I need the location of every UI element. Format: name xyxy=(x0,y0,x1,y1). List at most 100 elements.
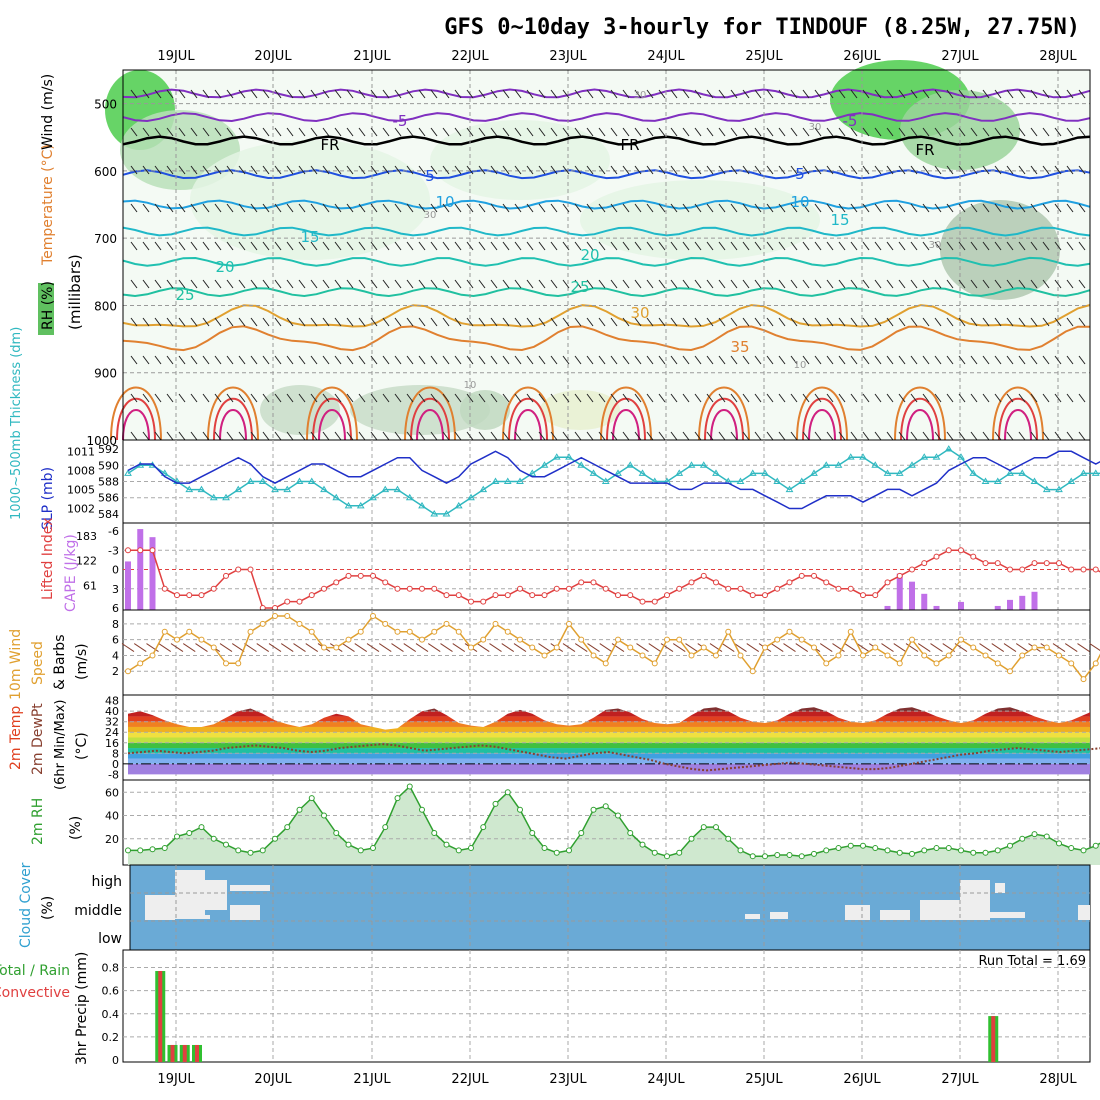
wind-barb xyxy=(790,393,798,403)
wind-barb xyxy=(226,165,234,175)
wind-barb xyxy=(610,89,618,99)
wind-barb xyxy=(178,279,186,289)
wind-barb xyxy=(574,431,582,441)
rh2m-point xyxy=(945,845,952,852)
wind-barb xyxy=(670,317,678,327)
rh2m-point xyxy=(517,806,523,813)
y-tick-li: -3 xyxy=(108,544,119,557)
lifted-index-point xyxy=(1031,560,1038,567)
wind-barb xyxy=(586,279,594,289)
wind-barb xyxy=(742,241,750,251)
temp-contour-low xyxy=(710,409,738,441)
wind-barb xyxy=(1078,203,1086,213)
wind-barb xyxy=(862,89,870,99)
wind-barb xyxy=(946,355,954,365)
wind-barb xyxy=(219,643,233,652)
lifted-index-point xyxy=(308,592,315,599)
ylabel-rh: RH (%) xyxy=(40,281,56,330)
rh2m-point xyxy=(860,842,866,849)
wind-barb xyxy=(226,317,234,327)
wind-barb xyxy=(1066,203,1074,213)
wind-barb xyxy=(1018,393,1026,403)
wind-barb xyxy=(599,643,613,652)
wind-barb xyxy=(850,165,858,175)
wind-barb xyxy=(574,393,582,403)
wind-barb xyxy=(166,89,174,99)
wind-barb xyxy=(982,203,990,213)
wind-barb xyxy=(538,241,546,251)
wind-barb xyxy=(850,241,858,251)
wind-barb xyxy=(838,393,846,403)
thickness-point xyxy=(626,461,635,468)
wind-barb xyxy=(334,355,342,365)
wind-barb xyxy=(430,355,438,365)
wind-barb xyxy=(562,393,570,403)
wind-barb xyxy=(970,241,978,251)
wind-barb xyxy=(526,241,534,251)
wind10-point xyxy=(174,636,180,643)
wind10-point xyxy=(578,636,585,643)
wind-barb xyxy=(1030,203,1038,213)
wind-barb xyxy=(490,431,498,441)
y-tick-temp: 0 xyxy=(112,758,119,771)
wind-barb xyxy=(862,393,870,403)
thickness-point xyxy=(491,477,500,484)
wind-barb xyxy=(706,393,714,403)
wind-barb xyxy=(1030,317,1038,327)
wind-barb xyxy=(442,279,450,289)
wind-barb xyxy=(226,355,234,365)
wind-barb xyxy=(754,89,762,99)
wind10-point xyxy=(529,644,536,651)
cloud-fill xyxy=(995,883,1005,893)
chart-title: GFS 0~10day 3-hourly for TINDOUF (8.25W,… xyxy=(444,15,1080,40)
wind-barb xyxy=(718,393,726,403)
wind-barb xyxy=(226,279,234,289)
wind-barb xyxy=(934,355,942,365)
wind-barb xyxy=(979,643,992,652)
wind10-point xyxy=(982,652,989,659)
wind10-point xyxy=(443,620,450,627)
wind-barb xyxy=(636,643,649,652)
temp-contour-low xyxy=(110,386,162,441)
wind-barb xyxy=(832,643,845,652)
wind-barb xyxy=(658,241,666,251)
temp-contour-low xyxy=(808,409,836,441)
wind-barb xyxy=(1078,393,1086,403)
wind-barb xyxy=(394,355,402,365)
wind-barb xyxy=(778,317,786,327)
wind-barb xyxy=(718,241,726,251)
wind10-point xyxy=(615,636,621,643)
wind-barb xyxy=(358,203,366,213)
wind-barb xyxy=(250,393,258,403)
thickness-point xyxy=(920,453,929,460)
wind-barb xyxy=(838,241,846,251)
wind-barb xyxy=(142,165,150,175)
rh2m-point xyxy=(1092,842,1099,849)
wind-barb xyxy=(814,89,822,99)
temp-contour-low xyxy=(122,409,150,441)
date-tick-bottom: 27JUL xyxy=(941,1072,979,1087)
panel-frame xyxy=(122,609,1091,696)
wind-barb xyxy=(934,89,942,99)
wind-barb xyxy=(514,89,522,99)
wind-barb xyxy=(648,643,662,652)
ylabel-temperature: Temperature (°C) xyxy=(40,144,56,266)
lifted-index-point xyxy=(1043,560,1050,567)
wind-barb xyxy=(910,203,918,213)
wind-barb xyxy=(513,643,527,652)
wind-barb xyxy=(898,89,906,99)
rh2m-point xyxy=(872,845,879,852)
rh-contour-label: 30 xyxy=(634,90,647,101)
wind-barb xyxy=(622,355,630,365)
lifted-index-point xyxy=(578,579,585,586)
temp-contour xyxy=(122,88,1091,99)
wind-barb xyxy=(706,89,714,99)
wind10-point xyxy=(651,660,658,667)
wind-barb xyxy=(442,317,450,327)
wind-barb xyxy=(1006,355,1014,365)
ylabel-2m-rh: 2m RH xyxy=(30,798,46,845)
wind-barb xyxy=(856,643,870,652)
wind-barb xyxy=(574,203,582,213)
y-tick-thickness: 588 xyxy=(98,476,119,489)
wind-barb xyxy=(946,241,954,251)
